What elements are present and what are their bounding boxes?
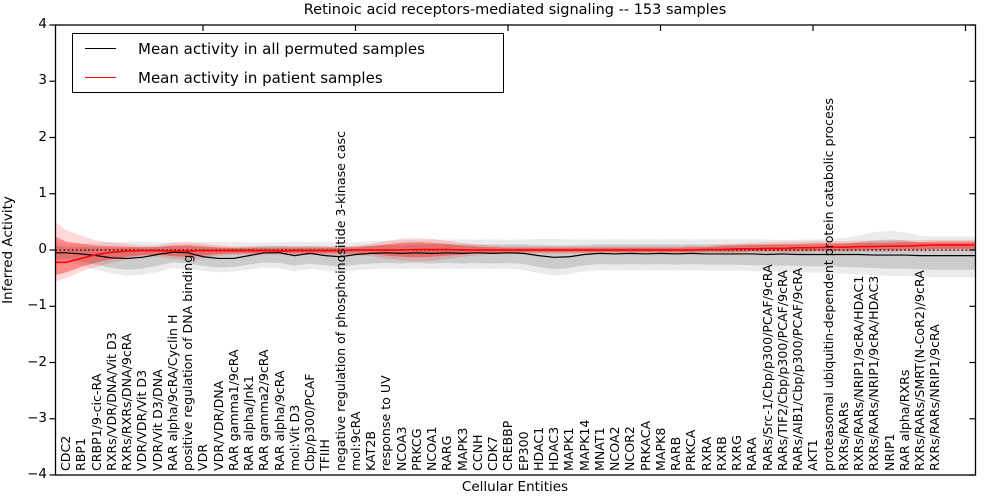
y-tick-label: 3	[38, 72, 47, 89]
x-tick-label: MAPK3	[454, 427, 470, 471]
y-tick-label: −2	[27, 353, 47, 370]
x-tick-label: RAR gamma1/9cRA	[225, 349, 241, 471]
x-tick-label: proteasomal ubiquitin-dependent protein …	[820, 98, 836, 471]
x-tick-label: RARB	[668, 436, 683, 471]
patient-line-sample	[85, 77, 116, 78]
legend: Mean activity in all permuted samples Me…	[72, 33, 504, 93]
x-tick-label: negative regulation of phosphoinositide …	[332, 130, 348, 471]
x-tick-label: NRIP1	[881, 433, 897, 472]
x-tick-label: EP300	[515, 431, 531, 471]
x-tick-label: RAR alpha/9cRA/Cyclin H	[164, 314, 180, 471]
x-tick-label: RARs/Src-1/Cbp/p300/PCAF/9cRA	[759, 264, 775, 471]
chart-title: Retinoic acid receptors-mediated signali…	[303, 2, 727, 18]
x-tick-label: NCOA1	[424, 426, 439, 471]
x-tick-label: RARs/AIB1/Cbp/p300/PCAF/9cRA	[790, 267, 805, 471]
x-tick-label: RXRs/VDR/DNA/Vit D3	[103, 332, 119, 471]
x-tick-label: mol:Vit D3	[286, 404, 302, 471]
x-tick-label: VDR/VDR/Vit D3	[134, 369, 150, 471]
x-tick-label: RAR alpha/RXRs	[896, 369, 912, 471]
x-tick-label: RXRA	[698, 436, 714, 471]
x-tick-label: RAR alpha/9cRA	[271, 370, 287, 471]
legend-item-patient: Mean activity in patient samples	[73, 63, 503, 92]
x-tick-label: MAPK14	[576, 419, 592, 471]
x-tick-label: NCOA2	[607, 426, 622, 471]
x-tick-label: NCOA3	[393, 426, 409, 471]
x-tick-label: RBP1	[73, 438, 89, 471]
y-tick-label: 2	[38, 128, 47, 145]
x-tick-label: VDR/Vit D3/DNA	[149, 369, 165, 471]
y-tick-label: 0	[38, 241, 47, 257]
x-tick-label: response to UV	[378, 375, 394, 471]
x-tick-label: RXRs/RARs/NRIP1/9cRA/HDAC3	[866, 275, 882, 471]
x-tick-label: RARA	[744, 437, 760, 471]
y-tick-label: −1	[27, 297, 47, 314]
x-tick-label: mol:9cRA	[347, 411, 363, 471]
x-tick-label: HDAC3	[546, 426, 561, 471]
x-tick-label: RXRs/RARs/NRIP1/9cRA	[927, 324, 943, 471]
x-tick-label: RAR alpha/Jnk1	[241, 375, 256, 471]
x-tick-label: RXRB	[713, 436, 729, 471]
x-tick-label: RARs/TIF2/Cbp/p300/PCAF/9cRA	[774, 270, 790, 471]
permuted-line-sample	[85, 48, 116, 49]
x-axis-label: Cellular Entities	[461, 479, 569, 495]
x-tick-label: MNAT1	[591, 427, 607, 471]
x-tick-label: TFIIH	[317, 439, 333, 471]
x-tick-label: positive regulation of DNA binding	[180, 254, 195, 471]
x-tick-label: PRKCG	[408, 428, 424, 471]
x-tick-label: RXRs/RARs/SMRT(N-CoR2)/9cRA	[912, 270, 927, 471]
legend-item-permuted: Mean activity in all permuted samples	[73, 34, 503, 63]
y-tick-label: 1	[38, 184, 47, 201]
x-tick-label: CRBP1/9-cic-RA	[88, 373, 104, 471]
x-tick-label: VDR/VDR/DNA	[210, 380, 226, 471]
x-tick-label: RXRs/RARs	[835, 401, 851, 471]
x-tick-label: MAPK1	[561, 427, 577, 471]
y-tick-label: −3	[27, 409, 47, 426]
x-tick-label: KAT2B	[363, 430, 378, 471]
x-tick-label: RXRs/RARs/NRIP1/9cRA/HDAC1	[851, 275, 866, 471]
x-tick-label: RARG	[439, 435, 455, 471]
x-tick-label: RXRG	[729, 435, 744, 471]
legend-label: Mean activity in all permuted samples	[138, 39, 425, 58]
x-tick-label: CDC2	[58, 435, 73, 471]
x-tick-label: Cbp/p300/PCAF	[302, 373, 317, 471]
x-tick-label: MAPK8	[652, 427, 668, 471]
y-tick-label: 4	[38, 16, 47, 32]
x-tick-label: CDK7	[485, 436, 500, 471]
x-tick-label: PRKACA	[637, 420, 653, 471]
x-tick-label: NCOR2	[622, 426, 638, 471]
x-tick-label: CREBBP	[500, 420, 516, 471]
y-tick-label: −4	[27, 466, 47, 482]
x-tick-label: RAR gamma2/9cRA	[256, 349, 272, 471]
x-tick-label: AKT1	[805, 439, 821, 471]
x-tick-label: HDAC1	[530, 426, 546, 471]
legend-label: Mean activity in patient samples	[138, 68, 383, 87]
x-tick-label: PRKCA	[683, 429, 699, 471]
x-tick-label: CCNH	[469, 434, 485, 471]
x-tick-label: VDR	[195, 443, 211, 471]
x-tick-label: RXRs/RXRs/DNA/9cRA	[119, 333, 134, 471]
